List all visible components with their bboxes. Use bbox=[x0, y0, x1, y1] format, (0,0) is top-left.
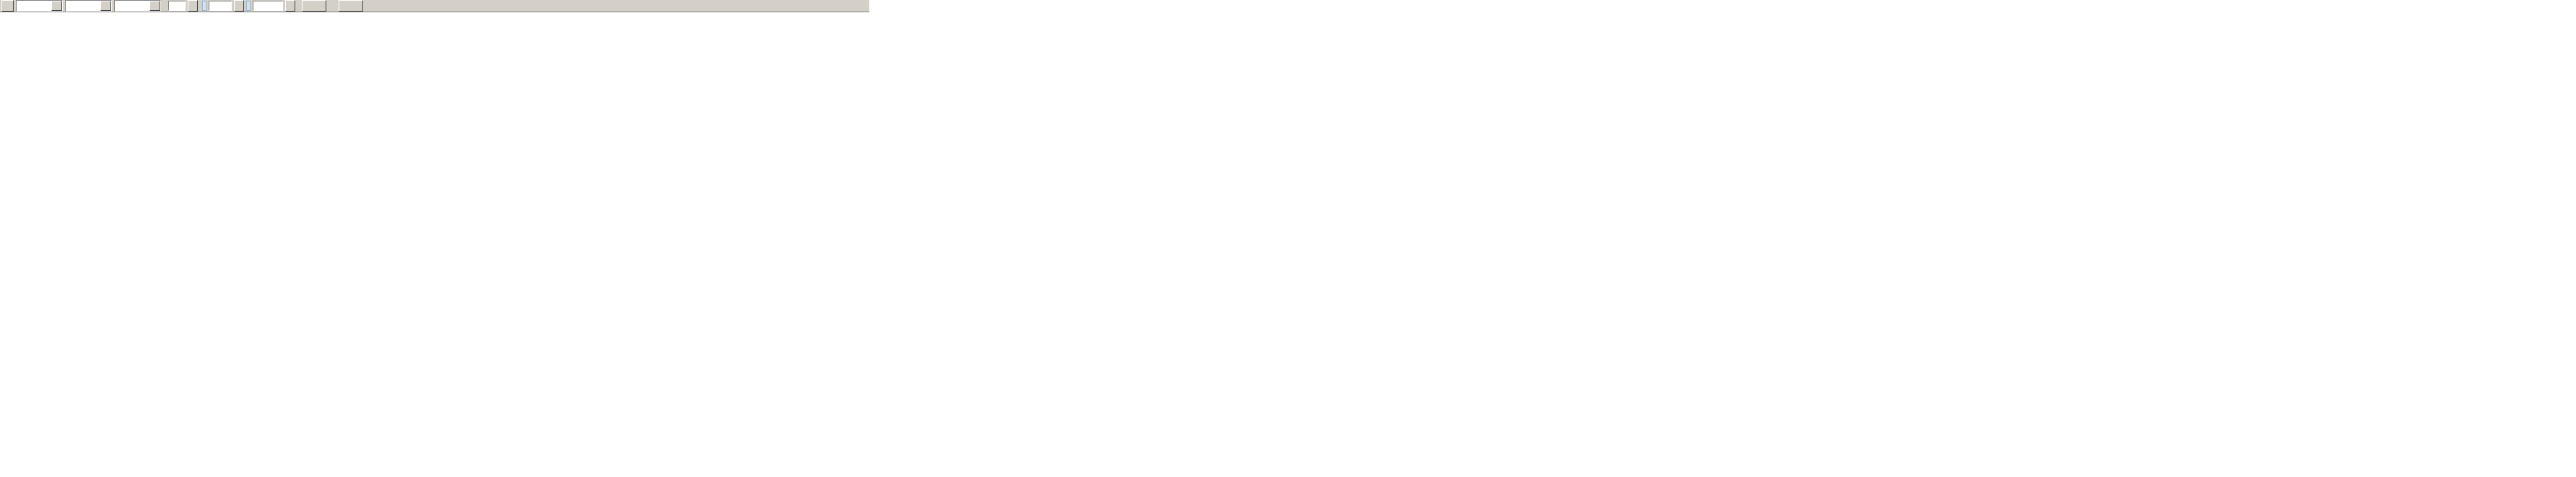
chevron-down-icon[interactable] bbox=[51, 1, 62, 11]
window-menu-dropdown-icon[interactable] bbox=[1, 0, 14, 12]
spinner-icon[interactable] bbox=[285, 0, 295, 12]
instrument-type-select[interactable] bbox=[16, 0, 63, 12]
multi-symbol-button[interactable] bbox=[339, 0, 363, 12]
bar-count-label bbox=[246, 1, 251, 11]
apply-button[interactable] bbox=[302, 0, 326, 12]
minute-unit-label bbox=[202, 1, 206, 11]
spinner-icon[interactable] bbox=[234, 0, 244, 12]
bar-count-input[interactable] bbox=[253, 1, 283, 11]
toolbar bbox=[0, 0, 869, 12]
spinner-icon[interactable] bbox=[188, 0, 198, 12]
symbol-select[interactable] bbox=[65, 0, 112, 12]
contract-month-select[interactable] bbox=[114, 0, 161, 12]
chevron-down-icon[interactable] bbox=[100, 1, 111, 11]
minute-value-input[interactable] bbox=[209, 1, 232, 11]
chevron-down-icon[interactable] bbox=[149, 1, 160, 11]
tick-size-input[interactable] bbox=[168, 1, 186, 11]
